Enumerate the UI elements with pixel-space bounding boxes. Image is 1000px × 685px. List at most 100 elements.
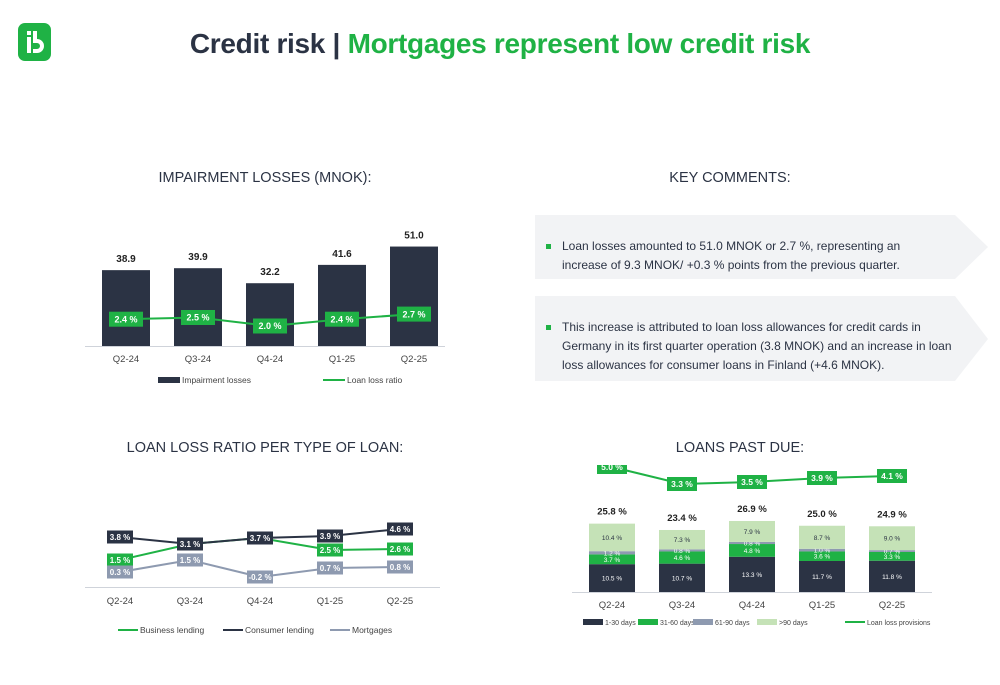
seg-label-1-30-days-Q2-24: 10.5 %: [602, 576, 622, 583]
bar--90-days-Q2-25: [869, 526, 915, 551]
seg-label-61-90-days-Q2-25: 0.7 %: [884, 549, 901, 556]
legend-label--90-days: >90 days: [779, 620, 808, 627]
legend-label-Loan-loss-provisions: Loan loss provisions: [867, 620, 931, 627]
provision-label-Q2-25-box: [877, 469, 907, 483]
total-label-Q4-24: 26.9 %: [737, 504, 767, 515]
bar-1-30-days-Q3-24: [659, 563, 705, 592]
page-title-prefix: Credit risk |: [189, 28, 348, 59]
seg-label-61-90-days-Q2-24: 1.2 %: [604, 550, 621, 557]
legend-label-business-lending: Business lending: [140, 625, 205, 635]
provision-label-Q2-25: 4.1 %: [881, 471, 903, 481]
label-mortgages-Q2-25-box: [387, 560, 413, 574]
provision-label-Q2-24-box: [597, 465, 627, 474]
seg-label-31-60-days-Q2-25: 3.3 %: [884, 554, 901, 561]
seg-label-1-30-days-Q4-24: 13.3 %: [742, 572, 762, 579]
ratio-label-Q2-25-box: [397, 306, 431, 322]
label-business-lending-Q2-25-box: [387, 542, 413, 556]
bar--90-days-Q2-24: [589, 523, 635, 552]
bar-1-30-days-Q2-25: [869, 560, 915, 592]
x-tick-Q3-24: Q3-24: [177, 596, 203, 607]
bar-impairment-Q2-25: [390, 246, 438, 346]
provision-label-Q3-24: 3.3 %: [671, 479, 693, 489]
label-consumer-lending-Q1-25-box: [317, 529, 343, 543]
x-tick-Q2-24: Q2-24: [113, 354, 139, 365]
legend-swatch-61-90-days: [693, 619, 713, 625]
bar-31-60-days-Q4-24: [729, 544, 775, 557]
seg-label-31-60-days-Q4-24: 4.8 %: [744, 548, 761, 555]
ratio-label-Q2-24-box: [109, 311, 143, 327]
seg-label-1-30-days-Q3-24: 10.7 %: [672, 575, 692, 582]
bar-61-90-days-Q2-25: [869, 550, 915, 552]
impairment-losses-title: IMPAIRMENT LOSSES (MNOK):: [158, 170, 372, 186]
legend-swatch-impairment-losses: [158, 377, 180, 383]
label-consumer-lending-Q4-24: 3.7 %: [250, 534, 270, 543]
label-mortgages-Q2-25: 0.8 %: [390, 563, 410, 572]
bar--90-days-Q3-24: [659, 529, 705, 550]
bar-label-Q1-25: 41.6: [332, 249, 352, 260]
loan-loss-ratio-title: LOAN LOSS RATIO PER TYPE OF LOAN:: [126, 440, 404, 456]
total-label-Q3-24: 23.4 %: [667, 513, 697, 524]
label-mortgages-Q1-25: 0.7 %: [320, 564, 340, 573]
x-tick-Q2-24: Q2-24: [107, 596, 133, 607]
x-tick-Q2-24: Q2-24: [599, 600, 625, 611]
comment-1-text: Loan losses amounted to 51.0 MNOK or 2.7…: [562, 239, 901, 272]
legend-label-mortgages: Mortgages: [352, 625, 392, 635]
bar-1-30-days-Q1-25: [799, 560, 845, 592]
label-business-lending-Q1-25: 2.5 %: [320, 546, 340, 555]
label-mortgages-Q4-24: -0.2 %: [248, 573, 271, 582]
x-tick-Q4-24: Q4-24: [257, 354, 283, 365]
square-bullet-icon: [546, 244, 551, 249]
comment-1: Loan losses amounted to 51.0 MNOK or 2.7…: [546, 237, 941, 277]
seg-label-61-90-days-Q3-24: 0.8 %: [674, 548, 691, 555]
bar-impairment-Q4-24: [246, 283, 294, 346]
label-mortgages-Q2-24-box: [107, 565, 133, 579]
seg-label--90-days-Q4-24: 7.9 %: [744, 529, 761, 536]
legend-label-consumer-lending: Consumer lending: [245, 625, 314, 635]
ratio-label-Q3-24: 2.5 %: [186, 313, 209, 323]
bar--90-days-Q4-24: [729, 520, 775, 542]
label-consumer-lending-Q1-25: 3.9 %: [320, 532, 340, 541]
bar-61-90-days-Q3-24: [659, 549, 705, 552]
bar-impairment-Q3-24: [174, 268, 222, 346]
loans-past-due-title: LOANS PAST DUE:: [675, 440, 805, 456]
bar-label-Q3-24: 39.9: [188, 252, 208, 263]
ratio-label-Q1-25-box: [325, 311, 359, 327]
page-title: Credit risk | Mortgages represent low cr…: [0, 28, 1000, 60]
impairment-losses-chart: 38.9 Q2-24 39.9 Q3-24 32.2 Q4-24 41.6 Q1-25 51.0…: [85, 231, 445, 385]
comment-2: This increase is attributed to loan loss…: [546, 318, 956, 376]
legend-label-loan-loss-ratio: Loan loss ratio: [347, 375, 403, 385]
legend-label-61-90-days: 61-90 days: [715, 620, 750, 627]
label-mortgages-Q2-24: 0.3 %: [110, 568, 130, 577]
label-consumer-lending-Q2-25-box: [387, 522, 413, 536]
label-business-lending-Q2-24-box: [107, 553, 133, 567]
label-mortgages-Q3-24-box: [177, 553, 203, 567]
label-business-lending-Q2-24: 1.5 %: [110, 556, 130, 565]
square-bullet-icon: [546, 325, 551, 330]
x-tick-Q3-24: Q3-24: [185, 354, 211, 365]
seg-label-31-60-days-Q3-24: 4.6 %: [674, 555, 691, 562]
x-tick-Q1-25: Q1-25: [329, 354, 355, 365]
bar-1-30-days-Q4-24: [729, 556, 775, 592]
key-comments-title: KEY COMMENTS:: [669, 170, 791, 186]
provision-label-Q1-25-box: [807, 471, 837, 485]
brand-logo-icon: [18, 23, 51, 61]
ratio-label-Q3-24-box: [181, 310, 215, 325]
label-business-lending-Q1-25-box: [317, 543, 343, 557]
bar-31-60-days-Q2-24: [589, 554, 635, 565]
ratio-label-Q4-24-box: [253, 318, 287, 334]
x-tick-Q1-25: Q1-25: [809, 600, 835, 611]
ratio-label-Q1-25: 2.4 %: [330, 314, 353, 324]
x-tick-Q4-24: Q4-24: [247, 596, 273, 607]
legend-swatch-1-30-days: [583, 619, 603, 625]
loan-loss-ratio-chart: 1.5 % 2.5 % 2.6 % 0.3 % 1.5 % -0.2 % 0.7 % 0.8 …: [85, 522, 440, 635]
comment-2-chevron: [535, 296, 988, 381]
label-consumer-lending-Q3-24: 3.1 %: [180, 540, 200, 549]
legend-label-1-30-days: 1-30 days: [605, 620, 636, 627]
bar-label-Q4-24: 32.2: [260, 267, 280, 278]
x-tick-Q2-25: Q2-25: [401, 354, 427, 365]
bar-61-90-days-Q2-24: [589, 551, 635, 555]
provision-label-Q1-25: 3.9 %: [811, 473, 833, 483]
label-consumer-lending-Q2-24: 3.8 %: [110, 533, 130, 542]
label-mortgages-Q3-24: 1.5 %: [180, 556, 200, 565]
bar-31-60-days-Q1-25: [799, 551, 845, 561]
